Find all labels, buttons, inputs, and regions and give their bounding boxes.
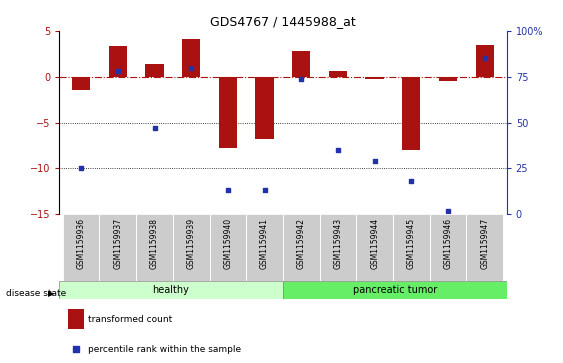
Text: disease state: disease state <box>6 289 66 298</box>
Bar <box>393 214 430 281</box>
Bar <box>476 45 494 77</box>
Point <box>224 187 233 193</box>
Text: GSM1159940: GSM1159940 <box>224 217 233 269</box>
Text: transformed count: transformed count <box>88 315 172 324</box>
Bar <box>136 214 173 281</box>
Point <box>187 65 196 70</box>
Point <box>297 76 306 81</box>
Bar <box>218 77 237 148</box>
Point <box>370 158 379 164</box>
Bar <box>320 214 356 281</box>
Text: healthy: healthy <box>153 285 189 295</box>
Bar <box>173 214 209 281</box>
Bar <box>292 51 310 77</box>
Bar <box>246 214 283 281</box>
Bar <box>59 281 283 299</box>
Point <box>407 178 416 184</box>
Text: GSM1159947: GSM1159947 <box>480 217 489 269</box>
Point <box>113 68 122 74</box>
Text: GSM1159942: GSM1159942 <box>297 217 306 269</box>
Point <box>444 208 453 213</box>
Text: ▶: ▶ <box>48 289 55 298</box>
Text: GSM1159944: GSM1159944 <box>370 217 379 269</box>
Point <box>480 56 489 61</box>
Bar <box>72 77 90 90</box>
Point <box>77 166 86 171</box>
Point <box>260 187 269 193</box>
Bar <box>63 214 100 281</box>
Bar <box>145 64 164 77</box>
Bar <box>256 77 274 139</box>
Point <box>333 147 342 153</box>
Text: percentile rank within the sample: percentile rank within the sample <box>88 345 242 354</box>
Bar <box>100 214 136 281</box>
Text: pancreatic tumor: pancreatic tumor <box>352 285 437 295</box>
Point <box>150 125 159 131</box>
Title: GDS4767 / 1445988_at: GDS4767 / 1445988_at <box>210 15 356 28</box>
Bar <box>109 46 127 77</box>
Text: GSM1159937: GSM1159937 <box>113 217 122 269</box>
Text: GSM1159938: GSM1159938 <box>150 217 159 269</box>
Bar <box>68 309 84 329</box>
Bar <box>182 39 200 77</box>
Bar <box>283 214 320 281</box>
Bar <box>466 214 503 281</box>
Text: GSM1159945: GSM1159945 <box>407 217 416 269</box>
Text: GSM1159936: GSM1159936 <box>77 217 86 269</box>
Bar <box>365 77 384 78</box>
Bar <box>329 71 347 77</box>
Text: GSM1159946: GSM1159946 <box>444 217 453 269</box>
Text: GSM1159943: GSM1159943 <box>333 217 342 269</box>
Text: GSM1159941: GSM1159941 <box>260 217 269 269</box>
Bar <box>283 281 507 299</box>
Bar <box>439 77 457 81</box>
Point <box>71 347 80 352</box>
Bar <box>402 77 421 150</box>
Bar <box>209 214 246 281</box>
Text: GSM1159939: GSM1159939 <box>187 217 196 269</box>
Bar <box>356 214 393 281</box>
Bar <box>430 214 466 281</box>
